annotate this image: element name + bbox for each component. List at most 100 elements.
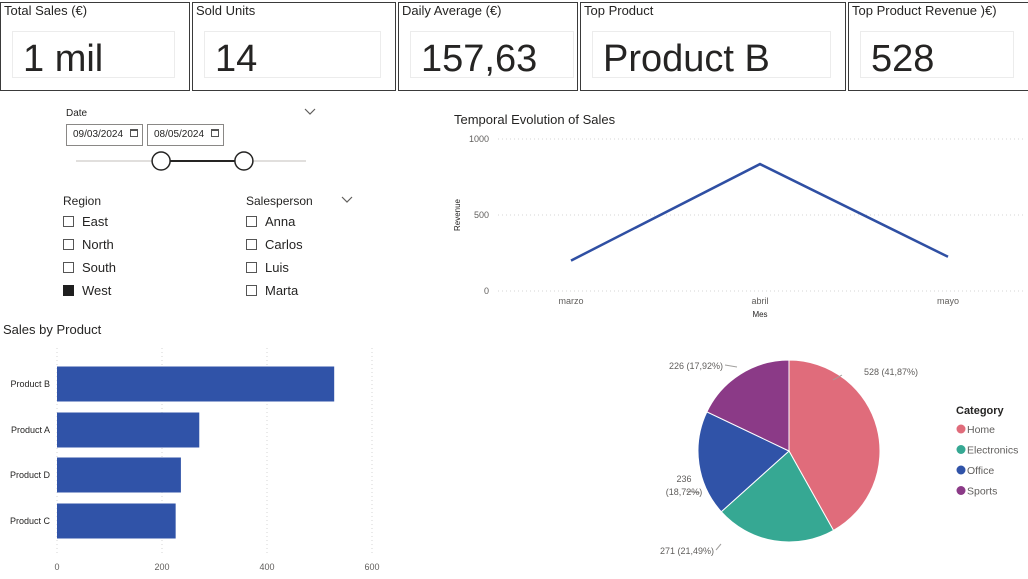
region-slicer-title: Region bbox=[63, 194, 102, 208]
bar[interactable] bbox=[57, 366, 335, 402]
bar[interactable] bbox=[57, 503, 176, 539]
line-chart-title: Temporal Evolution of Sales bbox=[454, 112, 616, 127]
bar-category-label: Product C bbox=[10, 516, 51, 526]
x-tick-label: 200 bbox=[154, 562, 169, 572]
legend-title: Category bbox=[956, 405, 1005, 417]
label-leader-line bbox=[832, 374, 843, 381]
y-tick-label: 1000 bbox=[469, 134, 489, 144]
bar-category-label: Product A bbox=[11, 425, 50, 435]
pie-slice-home[interactable] bbox=[788, 359, 881, 532]
pie-slice-sports[interactable] bbox=[706, 359, 790, 452]
legend-item-label[interactable]: Sports bbox=[967, 486, 997, 498]
line-series[interactable] bbox=[570, 162, 949, 262]
chevron-down-icon[interactable] bbox=[341, 196, 353, 204]
date-start-value: 09/03/2024 bbox=[73, 129, 124, 140]
legend-item-label[interactable]: Office bbox=[967, 465, 994, 477]
kpi-card-title: Sold Units bbox=[196, 3, 256, 18]
salesperson-item-label: Marta bbox=[265, 283, 299, 299]
legend-marker bbox=[956, 465, 966, 475]
y-tick-label: 0 bbox=[484, 286, 489, 296]
salesperson-item-marta[interactable]: Marta bbox=[246, 281, 298, 301]
bar-chart[interactable]: 0 200 400 600 Product B Product A Product D Pro… bbox=[0, 342, 400, 578]
x-tick-label: mayo bbox=[937, 296, 959, 306]
checkbox[interactable] bbox=[246, 262, 257, 274]
kpi-card-title: Total Sales (€) bbox=[4, 3, 88, 18]
salesperson-item-carlos[interactable]: Carlos bbox=[246, 234, 303, 254]
date-end-input[interactable]: 08/05/2024 bbox=[147, 124, 224, 146]
slider-end-handle[interactable] bbox=[234, 151, 254, 171]
checkbox[interactable] bbox=[246, 285, 257, 297]
kpi-card-value: 157,63 bbox=[421, 38, 538, 80]
date-range-slider[interactable] bbox=[76, 150, 308, 174]
region-item-south[interactable]: South bbox=[63, 258, 116, 278]
pie-data-label: 271 (21,49%) bbox=[660, 546, 714, 556]
x-tick-label: 0 bbox=[54, 562, 59, 572]
date-end-value: 08/05/2024 bbox=[154, 129, 205, 140]
salesperson-item-label: Luis bbox=[265, 260, 289, 276]
x-axis-label: Mes bbox=[752, 310, 767, 319]
bar-chart-title: Sales by Product bbox=[3, 322, 102, 337]
chevron-down-icon[interactable] bbox=[304, 108, 316, 116]
calendar-icon[interactable] bbox=[211, 129, 219, 137]
salesperson-item-anna[interactable]: Anna bbox=[246, 211, 295, 231]
bar[interactable] bbox=[57, 457, 181, 493]
salesperson-item-label: Carlos bbox=[265, 236, 303, 252]
kpi-card-value-box: Product B bbox=[592, 31, 831, 78]
kpi-card-total-sales[interactable]: Total Sales (€) 1 mil bbox=[0, 2, 190, 91]
pie-data-label: 226 (17,92%) bbox=[669, 361, 723, 371]
kpi-card-daily-average[interactable]: Daily Average (€) 157,63 bbox=[398, 2, 578, 91]
pie-chart[interactable]: 528 (41,87%) 271 (21,49%) 236 (18,72%) 226 (… bbox=[620, 340, 1028, 570]
legend-item-label[interactable]: Home bbox=[967, 424, 995, 436]
bar-category-label: Product D bbox=[10, 470, 51, 480]
kpi-card-value: Product B bbox=[603, 38, 770, 80]
pie-data-label: (18,72%) bbox=[666, 487, 703, 497]
x-tick-label: 400 bbox=[259, 562, 274, 572]
kpi-card-title: Top Product Revenue )€) bbox=[852, 3, 997, 18]
pie-data-label: 236 bbox=[676, 474, 691, 484]
bar-category-label: Product B bbox=[10, 379, 50, 389]
salesperson-item-luis[interactable]: Luis bbox=[246, 258, 289, 278]
y-axis-label: Revenue bbox=[453, 198, 462, 231]
y-tick-label: 500 bbox=[474, 210, 489, 220]
bar[interactable] bbox=[57, 412, 200, 448]
kpi-card-sold-units[interactable]: Sold Units 14 bbox=[192, 2, 396, 91]
date-slicer-label: Date bbox=[66, 108, 88, 119]
checkbox[interactable] bbox=[246, 238, 257, 250]
kpi-card-value-box: 1 mil bbox=[12, 31, 175, 78]
checkbox[interactable] bbox=[63, 238, 74, 250]
line-chart[interactable]: 0 500 1000 marzo abril mayo Mes Revenue bbox=[440, 130, 1028, 325]
kpi-card-value-box: 157,63 bbox=[410, 31, 574, 78]
pie-data-label: 528 (41,87%) bbox=[864, 367, 918, 377]
salesperson-slicer-title: Salesperson bbox=[246, 194, 313, 208]
label-leader-line bbox=[715, 543, 722, 551]
x-tick-label: marzo bbox=[558, 296, 583, 306]
kpi-card-top-product-revenue[interactable]: Top Product Revenue )€) 528 bbox=[848, 2, 1028, 91]
region-item-label: West bbox=[82, 283, 112, 299]
region-item-label: East bbox=[82, 213, 109, 229]
x-tick-label: abril bbox=[751, 296, 768, 306]
kpi-card-value-box: 528 bbox=[860, 31, 1014, 78]
region-item-east[interactable]: East bbox=[63, 211, 108, 231]
kpi-card-value-box: 14 bbox=[204, 31, 381, 78]
region-item-north[interactable]: North bbox=[63, 234, 114, 254]
calendar-icon[interactable] bbox=[130, 129, 138, 137]
region-item-west[interactable]: West bbox=[63, 281, 111, 301]
legend-item-label[interactable]: Electronics bbox=[967, 445, 1018, 457]
kpi-card-value: 1 mil bbox=[23, 38, 104, 80]
checkbox[interactable] bbox=[63, 215, 74, 227]
slider-start-handle[interactable] bbox=[151, 151, 171, 171]
checkbox[interactable] bbox=[63, 262, 74, 274]
legend-marker bbox=[956, 486, 966, 495]
checkbox[interactable] bbox=[63, 285, 74, 297]
kpi-card-value: 14 bbox=[215, 38, 258, 80]
pie-slice-electronics[interactable] bbox=[720, 450, 835, 543]
checkbox[interactable] bbox=[246, 215, 257, 227]
salesperson-item-label: Anna bbox=[265, 213, 296, 229]
kpi-card-value: 528 bbox=[871, 38, 935, 80]
pie-slice-office[interactable] bbox=[697, 411, 790, 513]
region-item-label: South bbox=[82, 260, 116, 276]
kpi-card-top-product[interactable]: Top Product Product B bbox=[580, 2, 846, 91]
label-leader-line bbox=[724, 364, 738, 368]
region-item-label: North bbox=[82, 236, 114, 252]
date-start-input[interactable]: 09/03/2024 bbox=[66, 124, 143, 146]
